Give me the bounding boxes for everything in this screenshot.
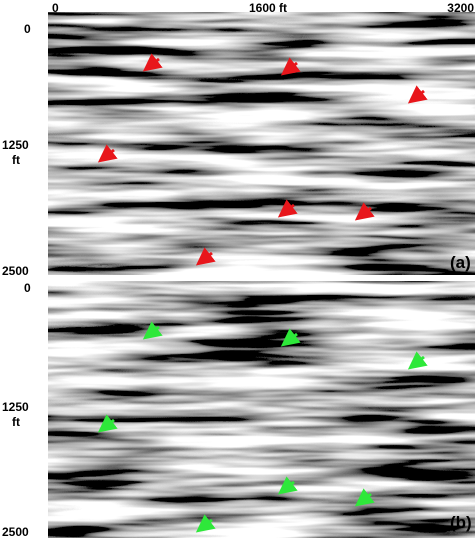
arrow (142, 53, 163, 72)
arrow (354, 202, 375, 221)
arrow (407, 85, 428, 104)
arrow (407, 351, 428, 370)
arrow (195, 514, 216, 533)
arrow (142, 321, 163, 340)
depth-label: ft (12, 415, 20, 429)
depth-label: 0 (24, 22, 31, 36)
depth-label: 0 (24, 281, 31, 295)
depth-label: 2500 (2, 525, 29, 539)
arrow (97, 414, 118, 433)
depth-label: 1250 (2, 138, 29, 152)
arrow (277, 476, 298, 495)
arrow (277, 199, 298, 218)
arrow (280, 328, 301, 347)
arrow (354, 488, 375, 507)
depth-label: 1250 (2, 400, 29, 414)
arrow (280, 57, 301, 76)
x-label: 1600 ft (249, 1, 287, 15)
x-label: 3200 (447, 1, 474, 15)
arrows (97, 53, 428, 533)
depth-label: ft (12, 153, 20, 167)
arrow (195, 247, 216, 266)
seismic-panel-a (48, 12, 475, 275)
seismic-panel-b (48, 281, 475, 538)
arrow (97, 144, 118, 163)
panel-label: (a) (450, 253, 471, 272)
depth-label: 2500 (2, 264, 29, 278)
panel-label: (b) (450, 513, 472, 532)
x-label: 0 (52, 1, 59, 15)
